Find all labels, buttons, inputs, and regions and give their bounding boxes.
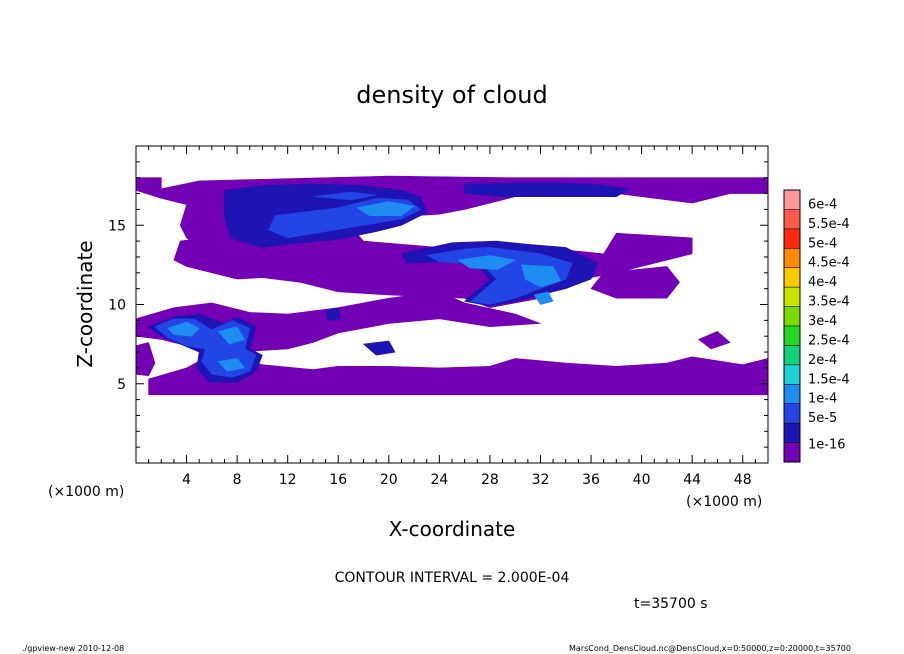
y-tick-label-5: 5 [117,377,126,393]
x-tick-label-48: 48 [734,472,752,488]
colorbar-label-12: 1e-16 [808,438,846,453]
chart-title: density of cloud [356,81,547,109]
density-region-level-3-3 [167,321,200,337]
x-tick-label-32: 32 [532,472,550,488]
density-region-level-3-5 [217,358,246,372]
colorbar-swatch-4 [784,267,800,288]
colorbar-swatch-1 [784,209,800,230]
colorbar-swatch-3 [784,248,800,269]
colorbar-label-10: 1e-4 [808,392,837,407]
colorbar-label-8: 2e-4 [808,353,837,368]
density-region-level-1-5 [325,307,342,321]
colorbar-swatch-7 [784,326,800,346]
x-tick-label-28: 28 [481,472,499,488]
colorbar-swatch-9 [784,364,800,385]
y-axis-ticks: 5 10 15 [108,145,768,464]
density-region-level-3-0 [356,201,415,216]
colorbar-label-5: 3.5e-4 [808,295,850,310]
colorbar-swatch-11 [784,403,800,424]
x-tick-label-8: 8 [233,472,242,488]
y-tick-label-10: 10 [108,298,126,314]
colorbar: 6e-4 5.5e-4 5e-4 4.5e-4 4e-4 3.5e-4 3e-4 2.5e-4… [783,189,850,463]
density-region-level-1-4 [362,340,396,356]
colorbar-swatch-5 [784,287,800,307]
colorbar-label-4: 4e-4 [808,275,837,290]
colorbar-swatch-12 [784,423,800,443]
y-axis-label: Z-coordinate [73,240,97,367]
density-region-level-0-3 [148,346,769,396]
colorbar-swatch-10 [784,384,800,405]
x-tick-label-36: 36 [582,472,600,488]
contour-interval: CONTOUR INTERVAL = 2.000E-04 [335,570,570,586]
x-tick-label-40: 40 [633,472,651,488]
density-region-level-0-6 [590,266,680,299]
colorbar-label-1: 5.5e-4 [808,217,850,232]
x-tick-label-12: 12 [279,472,297,488]
colorbar-swatch-2 [784,228,800,249]
x-tick-label-16: 16 [329,472,347,488]
density-region-level-2-1 [312,191,377,201]
colorbar-label-7: 2.5e-4 [808,333,850,348]
colorbar-swatch-8 [784,345,800,366]
colorbar-label-11: 5e-5 [808,411,837,426]
density-region-level-0-5 [697,331,731,350]
density-region-level-3-6 [533,291,554,305]
x-tick-label-44: 44 [683,472,701,488]
colorbar-label-0: 6e-4 [808,197,837,212]
colorbar-swatch-13 [784,442,800,463]
x-tick-label-4: 4 [182,472,191,488]
x-tick-label-20: 20 [380,472,398,488]
colorbar-label-9: 1.5e-4 [808,372,850,387]
colorbar-swatch-6 [784,306,800,327]
x-unit-right: (×1000 m) [686,494,762,510]
density-region-level-0-4 [135,342,156,377]
y-tick-label-15: 15 [108,218,126,234]
density-region-level-3-1 [457,255,517,270]
density-region-level-3-2 [521,264,562,288]
colorbar-swatch-0 [784,190,800,210]
footer-source: MarsCond_DensCloud.nc@DensCloud,x=0:5000… [569,644,851,653]
x-tick-label-24: 24 [430,472,448,488]
x-axis-ticks: 4 8 12 16 20 24 28 32 36 40 44 48 [135,146,769,488]
time-label: t=35700 s [634,596,708,612]
footer-program: ./gpview-new 2010-12-08 [22,644,124,653]
colorbar-label-6: 3e-4 [808,314,837,329]
cloud-density-field [135,175,769,396]
x-unit-left: (×1000 m) [48,484,124,500]
x-axis-label: X-coordinate [389,517,516,541]
density-region-level-1-1 [464,182,630,197]
density-region-level-3-4 [217,326,246,345]
colorbar-label-3: 4.5e-4 [808,256,850,271]
colorbar-label-2: 5e-4 [808,236,837,251]
